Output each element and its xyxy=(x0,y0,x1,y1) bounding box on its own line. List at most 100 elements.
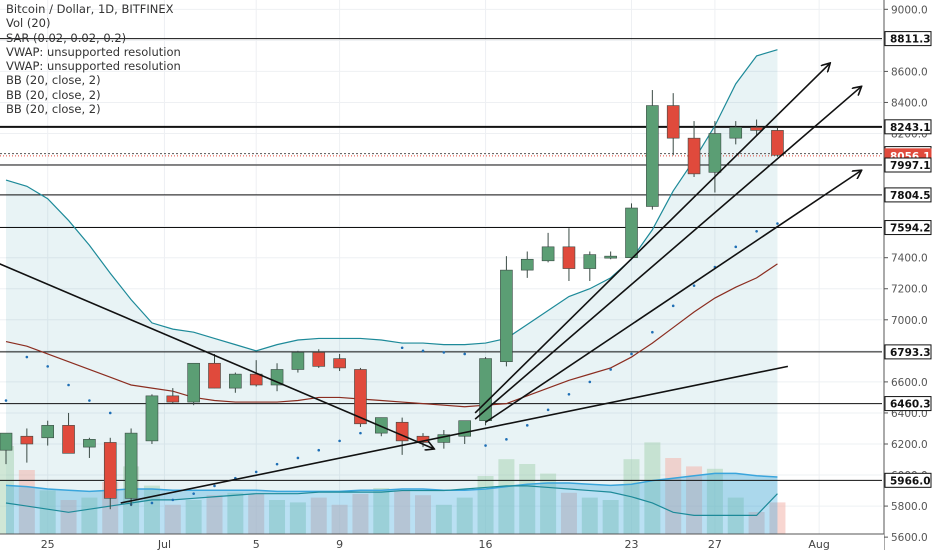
candle-body xyxy=(666,105,680,139)
price-axis-background xyxy=(884,0,932,550)
sar-dot xyxy=(630,352,633,356)
sar-dot xyxy=(400,346,404,350)
sar-dot xyxy=(525,424,529,427)
volume-bar xyxy=(143,485,160,548)
volume-bar xyxy=(623,459,640,548)
candle-body xyxy=(124,432,138,499)
price-tick-label: 9000.0 xyxy=(891,4,928,16)
sar-dot xyxy=(588,380,592,384)
price-tick-label: 6600.0 xyxy=(891,377,928,389)
candle-body xyxy=(646,105,659,207)
price-label-box xyxy=(884,119,932,135)
volume-bar xyxy=(706,468,723,548)
candle-body xyxy=(625,207,638,258)
price-label: 6793.3 xyxy=(890,347,931,359)
price-tick-label: 5600.0 xyxy=(891,532,928,544)
price-label-box xyxy=(884,344,932,360)
legend-volume: Vol (20) xyxy=(6,16,51,31)
trend-line xyxy=(474,87,861,420)
trend-line xyxy=(0,263,433,449)
sar-dot xyxy=(108,411,112,415)
candle-body xyxy=(708,133,722,173)
price-label: 8811.3 xyxy=(890,34,931,46)
price-label-box xyxy=(884,472,932,488)
sar-dot xyxy=(25,355,29,359)
candle-body xyxy=(208,362,221,389)
candle-body xyxy=(500,269,513,363)
sar-dot xyxy=(755,230,758,233)
candle-body xyxy=(83,439,96,448)
sar-dot xyxy=(484,444,487,447)
candle-body xyxy=(771,130,784,156)
legend-title: Bitcoin / Dollar, 1D, BITFINEX xyxy=(6,2,174,16)
sar-dot xyxy=(171,498,175,502)
chart-legend: Bitcoin / Dollar, 1D, BITFINEX Vol (20) … xyxy=(6,2,181,116)
price-tick-label: 8400.0 xyxy=(891,97,928,109)
candle-body xyxy=(750,126,763,131)
sar-dot xyxy=(567,393,571,396)
volume-bar xyxy=(18,470,35,548)
sar-dot xyxy=(254,470,258,474)
sar-dot xyxy=(442,351,446,354)
sar-dot xyxy=(734,245,738,249)
horizontal-levels xyxy=(0,38,882,481)
candle-body xyxy=(583,254,597,269)
candle-body xyxy=(229,373,242,389)
price-tick-label: 8600.0 xyxy=(891,66,928,78)
price-label-box xyxy=(884,157,932,173)
legend-bb-3: BB (20, close, 2) xyxy=(6,102,101,117)
volume-bar xyxy=(477,476,494,548)
time-tick-label: 27 xyxy=(708,538,722,550)
parabolic-sar xyxy=(4,222,779,506)
time-axis: 25 Jul 5 9 16 23 27 Aug xyxy=(0,533,884,550)
sar-dot xyxy=(46,365,49,368)
sar-dot xyxy=(463,352,467,356)
price-label: 7997.1 xyxy=(890,160,931,172)
sar-dot xyxy=(275,462,279,466)
legend-bb-2: BB (20, close, 2) xyxy=(6,87,101,102)
candle-body xyxy=(604,255,617,259)
legend-vwap-2: VWAP: unsupported resolution xyxy=(6,59,181,74)
price-tick-label: 5800.0 xyxy=(891,501,928,513)
price-label: 8243.1 xyxy=(890,122,931,134)
volume-bar xyxy=(498,459,515,548)
legend-bb-1: BB (20, close, 2) xyxy=(6,73,101,88)
trend-lines xyxy=(0,64,861,504)
candle-body xyxy=(395,421,409,442)
candle-body xyxy=(249,373,263,386)
sar-dot xyxy=(671,304,675,308)
price-axis: 5600.05800.06000.06200.06400.06600.06800… xyxy=(883,0,932,550)
bollinger-band-fill xyxy=(6,49,778,516)
time-tick-label: 9 xyxy=(336,538,343,550)
bollinger-lower xyxy=(5,485,778,516)
time-axis-background xyxy=(0,534,884,550)
volume-bar xyxy=(373,488,390,548)
candle-body xyxy=(41,425,55,439)
sar-dot xyxy=(609,368,612,371)
time-tick-label: 23 xyxy=(625,538,639,550)
sar-dot xyxy=(505,438,508,441)
candle-body xyxy=(62,425,75,454)
trend-line xyxy=(120,365,789,504)
price-tick-label: 7400.0 xyxy=(891,253,928,265)
time-tick-label: 5 xyxy=(253,538,260,550)
sar-dot xyxy=(296,456,300,460)
price-label: 7804.5 xyxy=(890,190,931,202)
sar-dot xyxy=(359,431,362,435)
time-tick-label: 25 xyxy=(41,538,55,550)
legend-sar: SAR (0.02, 0.02, 0.2) xyxy=(6,30,127,45)
sar-dot xyxy=(776,222,779,225)
volume-bar xyxy=(644,442,661,548)
price-tick-label: 7200.0 xyxy=(891,284,928,296)
candle-body xyxy=(103,442,117,499)
sar-dot xyxy=(192,492,195,495)
sar-dot xyxy=(150,501,154,505)
candle-body xyxy=(374,417,388,434)
time-tick-label: 16 xyxy=(479,538,493,550)
price-label-box xyxy=(884,396,932,412)
sar-dot xyxy=(67,383,70,387)
price-label: 7594.2 xyxy=(890,223,931,235)
candle-body xyxy=(520,258,534,271)
